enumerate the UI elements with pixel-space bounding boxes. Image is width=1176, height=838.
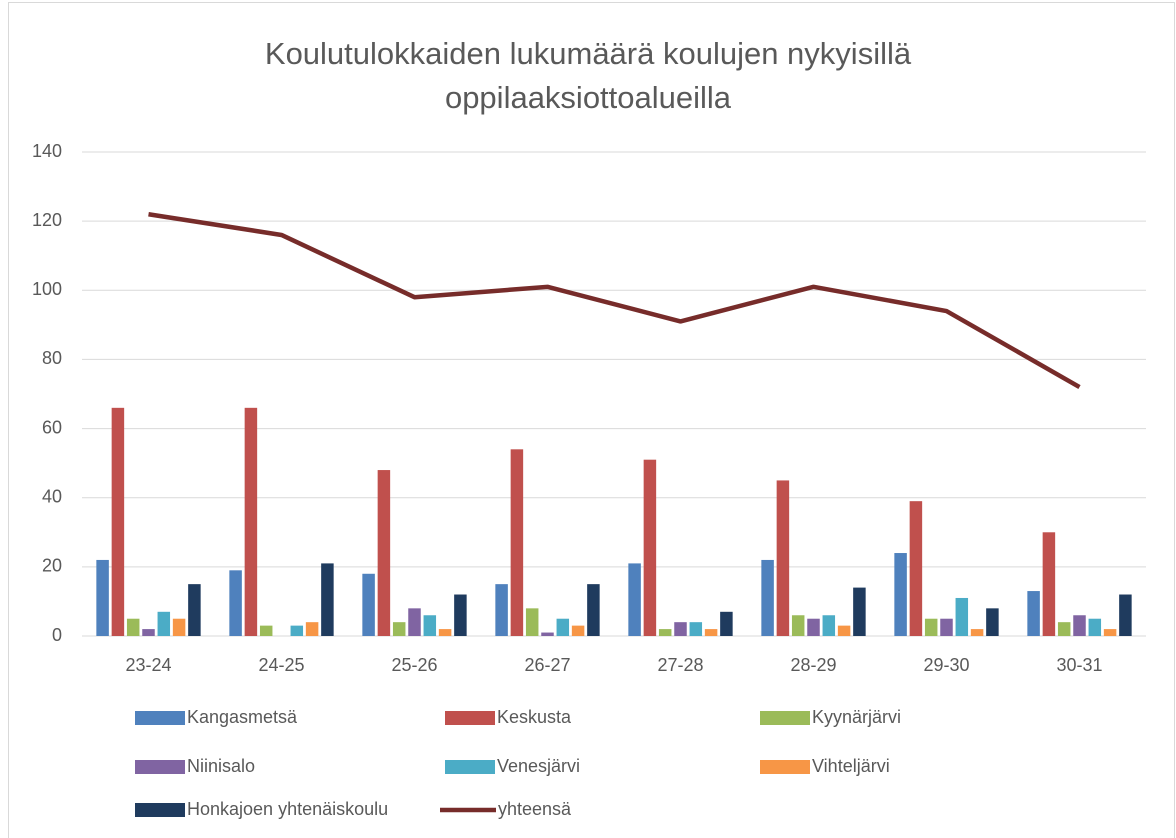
bar bbox=[1027, 591, 1040, 636]
bar bbox=[940, 618, 953, 636]
bar bbox=[157, 611, 171, 636]
bar bbox=[96, 559, 109, 636]
bar bbox=[259, 625, 273, 636]
bar bbox=[229, 570, 242, 636]
x-tick-label: 25-26 bbox=[391, 655, 437, 675]
y-tick-label: 40 bbox=[42, 486, 62, 506]
bar bbox=[556, 618, 570, 636]
bar bbox=[587, 584, 600, 636]
bar bbox=[807, 618, 820, 636]
bar bbox=[837, 625, 851, 636]
bar bbox=[244, 407, 258, 636]
bar bbox=[305, 622, 319, 636]
bar bbox=[541, 632, 554, 636]
bar bbox=[571, 625, 585, 636]
bar bbox=[290, 625, 304, 636]
legend-swatch bbox=[760, 760, 810, 774]
legend-swatch bbox=[135, 760, 185, 774]
x-tick-label: 27-28 bbox=[657, 655, 703, 675]
bar bbox=[495, 584, 508, 636]
bar bbox=[894, 553, 907, 636]
bar bbox=[1073, 615, 1086, 636]
bar bbox=[392, 622, 406, 636]
bar bbox=[454, 594, 467, 636]
bar bbox=[408, 608, 421, 636]
legend-label: Keskusta bbox=[497, 707, 572, 727]
bar bbox=[909, 501, 923, 636]
bar bbox=[1119, 594, 1132, 636]
bar bbox=[720, 611, 733, 636]
y-tick-label: 60 bbox=[42, 417, 62, 437]
x-tick-label: 26-27 bbox=[524, 655, 570, 675]
bar bbox=[970, 629, 984, 636]
bar bbox=[510, 449, 524, 636]
bar bbox=[1057, 622, 1071, 636]
legend-label: Kyynärjärvi bbox=[812, 707, 901, 727]
legend-label: Honkajoen yhtenäiskoulu bbox=[187, 799, 388, 819]
bar bbox=[525, 608, 539, 636]
y-tick-label: 100 bbox=[32, 279, 62, 299]
legend-swatch bbox=[760, 711, 810, 725]
bar bbox=[674, 622, 687, 636]
bar bbox=[321, 563, 334, 636]
bar bbox=[126, 618, 140, 636]
legend-swatch bbox=[135, 711, 185, 725]
chart-border bbox=[8, 2, 1175, 838]
x-tick-label: 24-25 bbox=[258, 655, 304, 675]
bar bbox=[704, 629, 718, 636]
chart-title: Koulutulokkaiden lukumäärä koulujen nyky… bbox=[264, 36, 912, 115]
x-tick-label: 23-24 bbox=[125, 655, 171, 675]
legend-label: Kangasmetsä bbox=[187, 707, 298, 727]
bar bbox=[172, 618, 186, 636]
bar bbox=[791, 615, 805, 636]
bar bbox=[924, 618, 938, 636]
bar bbox=[658, 629, 672, 636]
bar bbox=[761, 559, 774, 636]
bar bbox=[142, 629, 155, 636]
bar bbox=[628, 563, 641, 636]
bar bbox=[1103, 629, 1117, 636]
x-tick-label: 29-30 bbox=[923, 655, 969, 675]
x-tick-label: 28-29 bbox=[790, 655, 836, 675]
bar bbox=[643, 459, 657, 636]
bar bbox=[1088, 618, 1102, 636]
y-tick-label: 120 bbox=[32, 210, 62, 230]
bar bbox=[822, 615, 836, 636]
bar bbox=[438, 629, 452, 636]
y-tick-label: 20 bbox=[42, 556, 62, 576]
bar bbox=[1042, 532, 1056, 636]
bar bbox=[423, 615, 437, 636]
bar bbox=[111, 407, 125, 636]
x-tick-label: 30-31 bbox=[1056, 655, 1102, 675]
bar bbox=[689, 622, 703, 636]
legend-label: Niinisalo bbox=[187, 756, 255, 776]
legend-label: yhteensä bbox=[498, 799, 572, 819]
legend-swatch bbox=[445, 760, 495, 774]
legend-swatch bbox=[445, 711, 495, 725]
bar bbox=[776, 480, 790, 636]
legend-label: Vihteljärvi bbox=[812, 756, 890, 776]
y-tick-label: 80 bbox=[42, 348, 62, 368]
legend-label: Venesjärvi bbox=[497, 756, 580, 776]
y-tick-label: 140 bbox=[32, 141, 62, 161]
bar bbox=[986, 608, 999, 636]
bar bbox=[188, 584, 201, 636]
y-tick-label: 0 bbox=[52, 625, 62, 645]
bar bbox=[955, 597, 969, 636]
legend-swatch bbox=[135, 803, 185, 817]
bar bbox=[362, 573, 375, 636]
line bbox=[148, 212, 1081, 390]
bar bbox=[853, 587, 866, 636]
bar bbox=[377, 470, 391, 636]
